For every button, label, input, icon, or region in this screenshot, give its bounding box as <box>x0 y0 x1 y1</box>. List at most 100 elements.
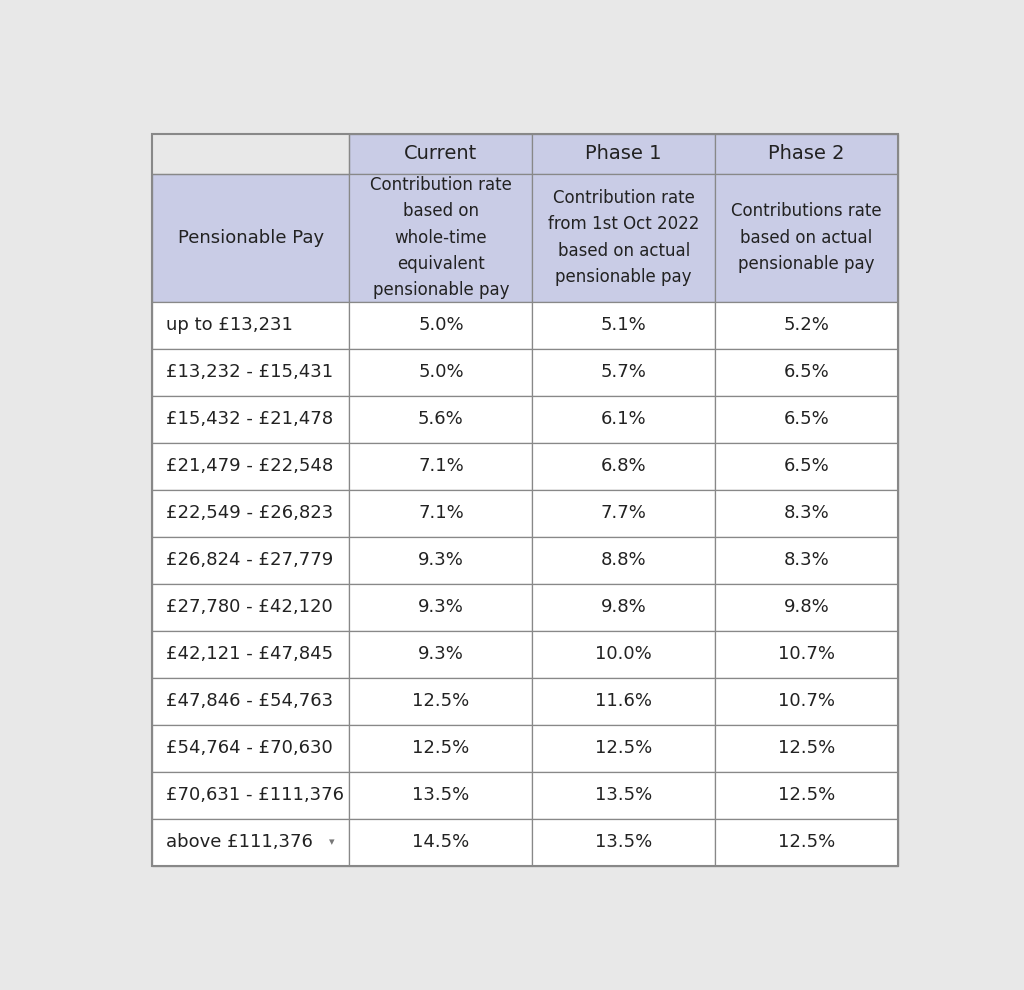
Text: 13.5%: 13.5% <box>595 786 652 804</box>
Text: £70,631 - £111,376: £70,631 - £111,376 <box>166 786 344 804</box>
Text: 6.5%: 6.5% <box>783 410 829 429</box>
Bar <box>152 678 349 725</box>
Text: Current: Current <box>404 145 477 163</box>
Bar <box>715 348 898 396</box>
Bar <box>349 537 532 584</box>
Text: 9.8%: 9.8% <box>783 598 829 616</box>
Text: 6.8%: 6.8% <box>601 457 646 475</box>
Text: up to £13,231: up to £13,231 <box>166 316 293 335</box>
Bar <box>532 134 715 173</box>
Bar <box>715 173 898 302</box>
Bar <box>349 490 532 537</box>
Text: £21,479 - £22,548: £21,479 - £22,548 <box>166 457 334 475</box>
Text: 12.5%: 12.5% <box>413 740 469 757</box>
Bar <box>152 396 349 443</box>
Text: 8.3%: 8.3% <box>783 504 829 522</box>
Text: 9.3%: 9.3% <box>418 598 464 616</box>
Text: 6.5%: 6.5% <box>783 457 829 475</box>
Text: 9.3%: 9.3% <box>418 645 464 663</box>
Bar <box>349 396 532 443</box>
Text: £54,764 - £70,630: £54,764 - £70,630 <box>166 740 333 757</box>
Bar <box>152 725 349 772</box>
Text: £42,121 - £47,845: £42,121 - £47,845 <box>166 645 333 663</box>
Text: 9.3%: 9.3% <box>418 551 464 569</box>
Text: 5.0%: 5.0% <box>418 316 464 335</box>
Text: £47,846 - £54,763: £47,846 - £54,763 <box>166 692 333 710</box>
Bar <box>152 173 349 302</box>
Text: Contributions rate
based on actual
pensionable pay: Contributions rate based on actual pensi… <box>731 202 882 273</box>
Text: 5.6%: 5.6% <box>418 410 464 429</box>
Text: £27,780 - £42,120: £27,780 - £42,120 <box>166 598 333 616</box>
Text: 6.5%: 6.5% <box>783 363 829 381</box>
Text: Contribution rate
based on
whole-time
equivalent
pensionable pay: Contribution rate based on whole-time eq… <box>370 176 512 299</box>
Bar <box>152 772 349 819</box>
Text: 5.1%: 5.1% <box>601 316 646 335</box>
Bar <box>532 678 715 725</box>
Bar <box>152 443 349 490</box>
Text: 7.7%: 7.7% <box>601 504 646 522</box>
Text: Pensionable Pay: Pensionable Pay <box>177 229 324 247</box>
Bar <box>715 134 898 173</box>
Bar <box>349 173 532 302</box>
Text: 12.5%: 12.5% <box>778 786 835 804</box>
Bar <box>152 584 349 631</box>
Text: £22,549 - £26,823: £22,549 - £26,823 <box>166 504 334 522</box>
Bar <box>532 772 715 819</box>
Bar <box>715 584 898 631</box>
Bar <box>532 819 715 866</box>
Bar <box>715 772 898 819</box>
Text: 12.5%: 12.5% <box>595 740 652 757</box>
Bar <box>715 443 898 490</box>
Bar <box>715 631 898 678</box>
Bar <box>349 725 532 772</box>
Text: 7.1%: 7.1% <box>418 457 464 475</box>
Bar <box>349 819 532 866</box>
Text: 12.5%: 12.5% <box>778 740 835 757</box>
Text: 10.0%: 10.0% <box>595 645 652 663</box>
Bar <box>532 348 715 396</box>
Bar <box>349 631 532 678</box>
Bar <box>532 396 715 443</box>
Bar <box>715 396 898 443</box>
Bar <box>532 443 715 490</box>
Bar <box>532 173 715 302</box>
Bar <box>715 490 898 537</box>
Text: above £111,376: above £111,376 <box>166 834 313 851</box>
Text: 11.6%: 11.6% <box>595 692 652 710</box>
Bar <box>349 302 532 348</box>
Text: £15,432 - £21,478: £15,432 - £21,478 <box>166 410 333 429</box>
Bar <box>152 134 349 173</box>
Text: Phase 2: Phase 2 <box>768 145 845 163</box>
Text: 9.8%: 9.8% <box>601 598 646 616</box>
Bar <box>532 537 715 584</box>
Text: Contribution rate
from 1st Oct 2022
based on actual
pensionable pay: Contribution rate from 1st Oct 2022 base… <box>548 189 699 286</box>
Bar <box>349 584 532 631</box>
Bar <box>152 819 349 866</box>
Text: 13.5%: 13.5% <box>595 834 652 851</box>
Text: 6.1%: 6.1% <box>601 410 646 429</box>
Text: 8.8%: 8.8% <box>601 551 646 569</box>
Bar <box>715 302 898 348</box>
Bar <box>349 772 532 819</box>
Text: ▾: ▾ <box>330 838 335 847</box>
Text: 8.3%: 8.3% <box>783 551 829 569</box>
Bar <box>349 134 532 173</box>
Text: Phase 1: Phase 1 <box>586 145 662 163</box>
Bar <box>152 631 349 678</box>
Text: 12.5%: 12.5% <box>778 834 835 851</box>
Bar <box>532 584 715 631</box>
Bar <box>349 348 532 396</box>
Bar <box>152 348 349 396</box>
Text: 12.5%: 12.5% <box>413 692 469 710</box>
Text: 14.5%: 14.5% <box>413 834 469 851</box>
Bar <box>532 725 715 772</box>
Bar <box>715 678 898 725</box>
Bar <box>532 490 715 537</box>
Text: 5.0%: 5.0% <box>418 363 464 381</box>
Text: 10.7%: 10.7% <box>778 645 835 663</box>
Bar <box>152 537 349 584</box>
Bar <box>152 490 349 537</box>
Text: £26,824 - £27,779: £26,824 - £27,779 <box>166 551 334 569</box>
Bar <box>532 631 715 678</box>
Text: 5.2%: 5.2% <box>783 316 829 335</box>
